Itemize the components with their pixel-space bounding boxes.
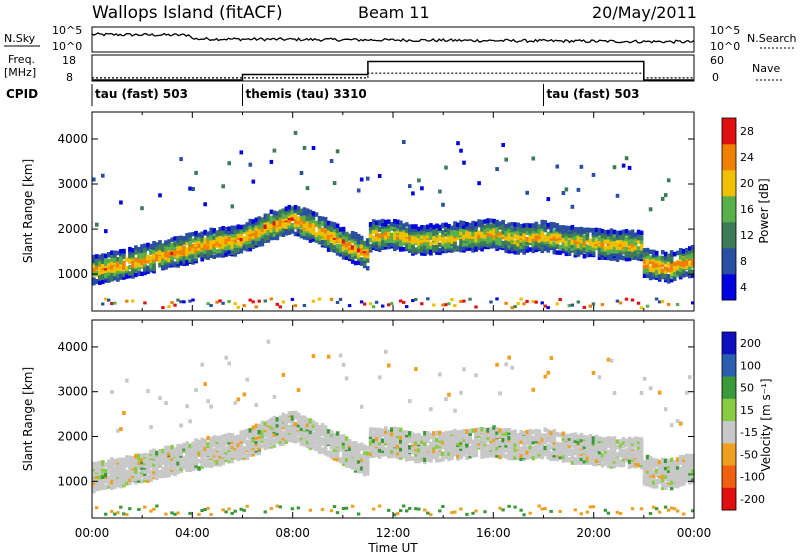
nave-label: Nave [752,62,780,75]
freq-label-1: Freq. [8,53,35,66]
nave-tick-low: 0 [712,71,719,84]
colorbar-tick-label: 200 [740,337,761,350]
nsearch-label: N.Search [747,32,797,45]
power-ylabel: Slant Range [km] [21,159,35,263]
nsearch-tick-high: 10^5 [710,24,740,37]
x-tick-label: 04:00 [175,526,210,540]
freq-trace [92,60,694,81]
colorbar-cell [722,443,736,466]
y-tick-label: 1000 [57,267,88,281]
cpid-row: CPID tau (fast) 503 themis (tau) 3310 tau … [6,84,639,106]
nsearch-tick-low: 10^0 [710,40,740,53]
colorbar-cell [722,248,736,275]
freq-label-2: [MHz] [4,66,36,79]
x-tick-label: 16:00 [476,526,511,540]
y-tick-label: 2000 [57,222,88,236]
x-tick-label: 12:00 [376,526,411,540]
x-axis-label: Time UT [367,541,418,554]
cpid-segment-label: themis (tau) 3310 [246,87,367,101]
nsky-tick-high: 10^5 [52,24,82,37]
colorbar-cell [722,487,736,511]
y-tick-label: 3000 [57,177,88,191]
velocity-panel: 1000 2000 3000 4000 Slant Range [km] 200 100… [21,319,773,519]
colorbar-tick-label: 8 [740,255,747,268]
colorbar-cell [722,398,736,422]
colorbar-tick-label: 20 [740,177,754,190]
colorbar-cell [722,421,736,444]
colorbar-tick-label: 50 [740,382,754,395]
colorbar-cell [722,196,736,223]
colorbar-cell [722,144,736,171]
velocity-ylabel: Slant Range [km] [21,367,35,471]
colorbar-tick-label: 4 [740,281,747,294]
colorbar-tick-label: -100 [740,471,765,484]
cpid-segment-label: tau (fast) 503 [95,87,188,101]
colorbar-tick-label: 24 [740,151,754,164]
nsky-trace [91,32,695,44]
y-tick-label: 4000 [57,132,88,146]
y-tick-label: 4000 [57,340,88,354]
nsky-label: N.Sky [4,32,36,45]
velocity-colorbar-label: Velocity [m s⁻¹] [759,378,773,471]
x-tick-label: 20:00 [576,526,611,540]
beam-title: Beam 11 [358,3,430,22]
colorbar-cell [722,354,736,377]
colorbar-cell [722,118,736,145]
colorbar-cell [722,376,736,400]
colorbar-tick-label: 16 [740,203,754,216]
site-title: Wallops Island (fitACF) [92,3,283,23]
y-tick-label: 1000 [57,474,88,488]
y-tick-label: 3000 [57,385,88,399]
nsky-tick-low: 10^0 [52,40,82,53]
colorbar-cell [722,170,736,197]
power-panel: 1000 2000 3000 4000 Slant Range [km] 4 8 12 16… [21,111,771,312]
nave-trace [92,72,694,79]
colorbar-cell [722,465,736,489]
colorbar-tick-label: -50 [740,448,758,461]
colorbar-tick-label: -200 [740,493,765,506]
x-tick-label: 08:00 [275,526,310,540]
y-tick-label: 2000 [57,429,88,443]
freq-tick-high: 18 [62,54,76,67]
colorbar-tick-label: 12 [740,229,754,242]
date-title: 20/May/2011 [592,3,697,22]
colorbar-tick-label: 15 [740,404,754,417]
colorbar-cell [722,332,736,355]
colorbar-tick-label: -15 [740,426,758,439]
power-colorbar-label: Power [dB] [757,178,771,243]
freq-tick-low: 8 [66,71,73,84]
x-tick-label: 00:00 [677,526,712,540]
nsky-panel: N.Sky 10^5 10^0 10^5 10^0 N.Search [4,24,797,53]
cpid-segment-label: tau (fast) 503 [547,87,640,101]
colorbar-cell [722,274,736,301]
nave-tick-high: 60 [710,54,724,67]
colorbar-tick-label: 100 [740,359,761,372]
x-tick-label: 00:00 [75,526,110,540]
freq-panel: Freq. [MHz] 18 8 60 0 Nave [4,53,784,84]
cpid-label: CPID [6,87,38,101]
colorbar-cell [722,222,736,249]
colorbar-tick-label: 28 [740,125,754,138]
